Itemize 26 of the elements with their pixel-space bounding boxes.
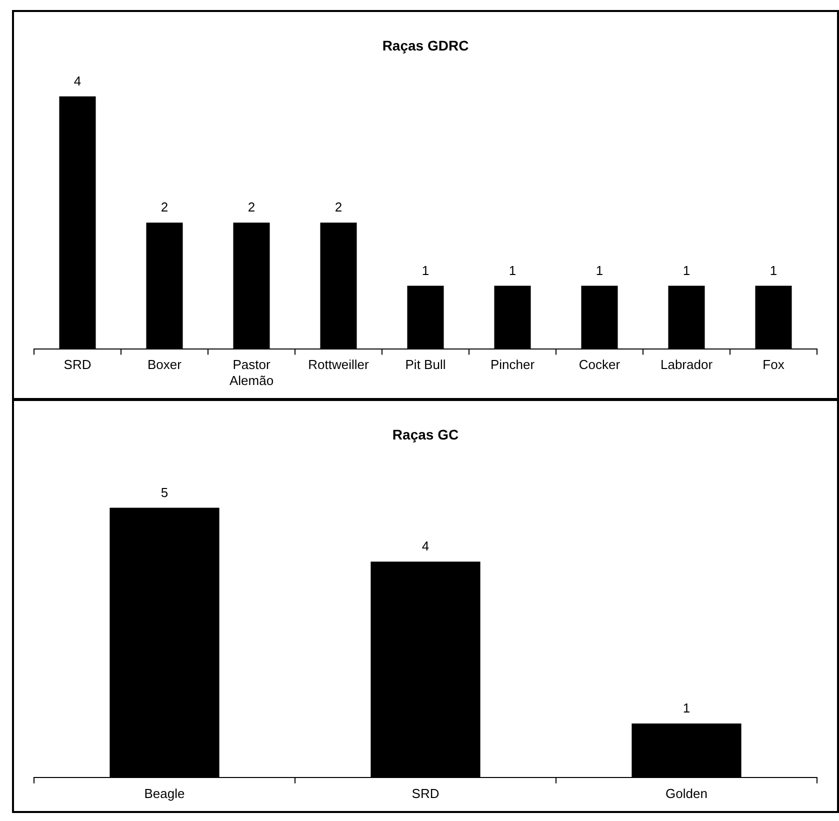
data-label: 4 <box>422 538 430 554</box>
x-tick-label: SRD <box>64 357 92 372</box>
data-label: 2 <box>160 200 168 215</box>
data-label: 1 <box>422 262 430 278</box>
x-tick-label: SRD <box>412 786 440 801</box>
chart-title: Raças GDRC <box>382 37 469 54</box>
data-label: 5 <box>160 484 168 500</box>
x-tick-label: Cocker <box>578 357 621 372</box>
x-tick-label: Pastor Alemão <box>229 357 274 388</box>
data-label: 1 <box>508 262 516 278</box>
x-tick-label: Boxer <box>148 357 182 372</box>
data-label: 1 <box>596 262 604 278</box>
x-tick-label: Rottweiller <box>308 357 370 372</box>
data-label: 1 <box>682 262 690 278</box>
data-label: 4 <box>74 73 82 88</box>
x-tick-label: Pit Bull <box>405 357 446 372</box>
x-tick-label: Pincher <box>490 357 536 372</box>
data-label: 2 <box>334 200 342 215</box>
data-label: 1 <box>682 700 690 716</box>
data-label: 1 <box>770 262 778 278</box>
data-label: 2 <box>248 200 256 215</box>
x-tick-label: Beagle <box>144 786 185 801</box>
x-tick-label: Golden <box>666 786 708 801</box>
x-tick-label: Fox <box>762 357 785 372</box>
chart-title: Raças GC <box>392 426 459 442</box>
x-tick-label: Labrador <box>660 357 714 372</box>
